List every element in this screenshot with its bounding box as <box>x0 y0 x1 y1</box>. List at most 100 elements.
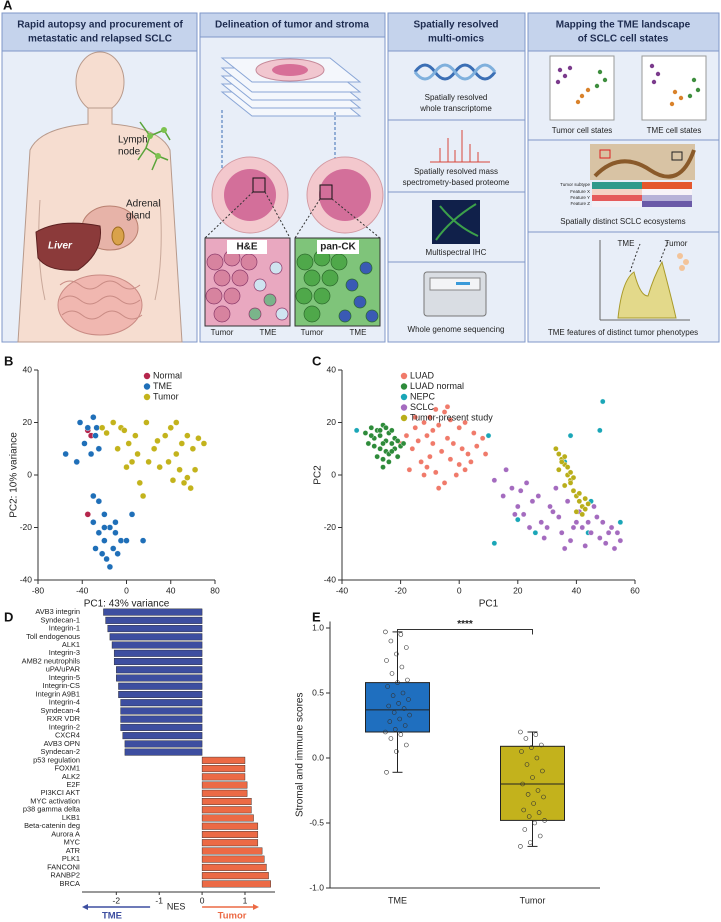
legend-label: LUAD normal <box>410 381 464 391</box>
bar <box>111 641 203 649</box>
point <box>579 524 586 531</box>
point <box>525 792 531 797</box>
category-label: FOXM1 <box>55 764 80 773</box>
bar <box>201 773 246 781</box>
category-label: p38 gamma delta <box>23 805 81 814</box>
intestine-line <box>59 280 143 320</box>
point <box>368 432 375 439</box>
category-label: MYC <box>64 838 81 847</box>
y-tick-label: -40 <box>324 574 337 584</box>
point <box>526 524 533 531</box>
table-cell <box>642 189 692 195</box>
bar <box>109 633 203 641</box>
point <box>608 524 615 531</box>
caption: Tumor cell states <box>552 126 613 135</box>
x-tick-label: -40 <box>336 585 349 595</box>
point <box>588 529 594 536</box>
point <box>591 503 597 510</box>
point <box>536 810 542 815</box>
table-cell <box>592 195 642 201</box>
bar <box>103 608 203 616</box>
stain-label: pan-CK <box>320 242 356 253</box>
point <box>462 466 468 473</box>
point <box>394 453 401 460</box>
legend-label: Tumor-present study <box>410 412 493 422</box>
box-title: of SCLC cell states <box>578 34 669 45</box>
point <box>173 419 180 426</box>
point <box>527 840 533 845</box>
bar <box>201 789 248 797</box>
legend-label: SCLC <box>410 402 435 412</box>
point <box>485 432 492 439</box>
roi <box>599 149 611 159</box>
x-tick-label: -1 <box>155 895 163 905</box>
point <box>537 833 543 839</box>
point <box>471 430 477 436</box>
point <box>114 550 121 557</box>
bar <box>118 690 203 698</box>
bar <box>201 863 267 871</box>
category-label: ALK2 <box>62 772 80 781</box>
point <box>402 723 408 728</box>
point <box>150 445 158 452</box>
legend-marker <box>143 383 151 390</box>
point <box>430 427 436 434</box>
point <box>169 477 177 484</box>
point <box>403 432 410 439</box>
point <box>531 801 536 806</box>
box-title: Mapping the TME landscape <box>556 20 691 31</box>
point <box>520 511 527 518</box>
point <box>383 424 389 431</box>
density-label: Tumor <box>665 239 688 248</box>
point <box>444 435 451 442</box>
point <box>521 807 527 813</box>
x-axis-label: PC1: 43% variance <box>84 599 170 610</box>
point <box>388 736 394 741</box>
y-tick-label: 0.5 <box>312 687 324 697</box>
y-tick-label: 0 <box>331 469 336 479</box>
point <box>542 818 547 823</box>
point <box>62 450 69 458</box>
point <box>377 432 383 439</box>
point <box>519 749 524 754</box>
point <box>394 438 401 444</box>
box-title: Rapid autopsy and procurement of <box>17 20 183 31</box>
y-tick-label: -1.0 <box>309 882 324 892</box>
bar <box>201 880 271 888</box>
density-line <box>629 241 669 273</box>
node <box>147 133 153 139</box>
point <box>424 464 430 470</box>
bar <box>201 839 259 847</box>
point <box>139 492 147 500</box>
point <box>397 716 403 722</box>
point <box>550 508 556 515</box>
point <box>380 440 386 447</box>
table-label: Feature Y <box>570 195 590 200</box>
bar <box>124 740 203 748</box>
point <box>447 456 454 463</box>
panel-label: B <box>4 353 13 368</box>
point <box>547 503 553 510</box>
point <box>570 524 577 531</box>
mini-axis <box>599 240 690 321</box>
arrow-head <box>82 904 88 910</box>
point <box>187 484 194 492</box>
point <box>178 440 186 447</box>
point <box>386 459 392 465</box>
point <box>599 398 606 405</box>
category-label: BRCA <box>59 879 80 888</box>
point <box>517 487 524 494</box>
point <box>450 440 457 447</box>
table-label: Tumor subtype <box>560 182 590 187</box>
point <box>522 827 528 832</box>
category-label: Integrin-3 <box>49 648 80 657</box>
point <box>515 516 521 523</box>
point <box>412 414 419 421</box>
bar <box>116 666 203 674</box>
point <box>465 451 471 457</box>
box <box>365 682 430 733</box>
axis <box>341 370 635 581</box>
cells <box>295 249 379 323</box>
x-tick-label: 0 <box>200 895 205 905</box>
point <box>384 769 389 775</box>
